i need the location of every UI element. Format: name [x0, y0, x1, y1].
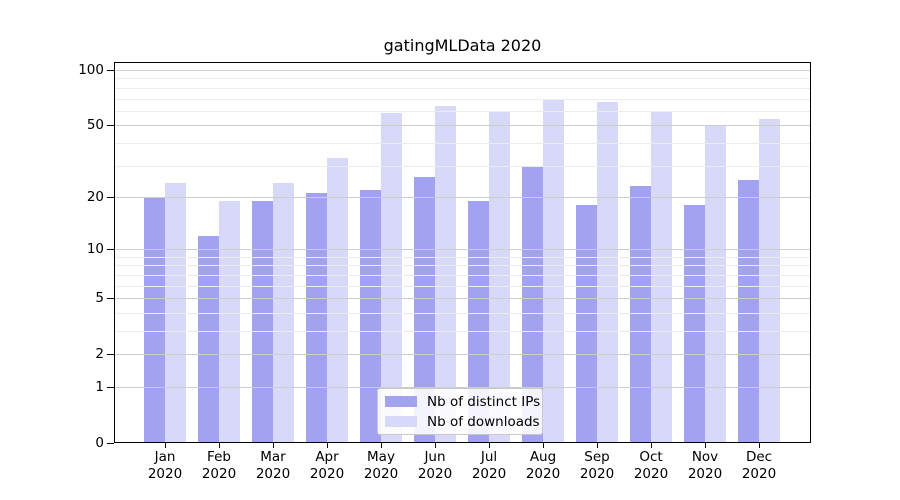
bar-distinct-ips: [414, 176, 435, 443]
y-tick-label: 5: [95, 290, 104, 307]
bar-distinct-ips: [522, 165, 543, 443]
legend-label-downloads: Nb of downloads: [427, 413, 540, 430]
bar-downloads: [705, 125, 726, 443]
bar-downloads: [327, 158, 348, 443]
y-tick-mark: [107, 443, 114, 444]
legend-entry-distinct-ips: Nb of distinct IPs: [385, 394, 542, 410]
bar-distinct-ips: [144, 196, 165, 443]
gridline-major: [114, 249, 811, 251]
x-tick-mark: [705, 443, 706, 448]
gridline-minor: [114, 165, 811, 167]
y-tick-label: 20: [86, 188, 104, 205]
bar-distinct-ips: [306, 193, 327, 443]
gridline-minor: [114, 87, 811, 89]
x-tick-label: May 2020: [363, 449, 399, 482]
x-tick-mark: [543, 443, 544, 448]
y-tick-mark: [107, 387, 114, 388]
bar-downloads: [435, 105, 456, 443]
x-tick-label: Dec 2020: [741, 449, 777, 482]
x-tick-mark: [273, 443, 274, 448]
gridline-minor: [114, 274, 811, 276]
x-tick-mark: [381, 443, 382, 448]
bar-distinct-ips: [738, 179, 759, 443]
y-tick-mark: [107, 354, 114, 356]
x-tick-mark: [597, 443, 598, 448]
x-tick-label: Jan 2020: [147, 449, 183, 482]
gridline-major: [114, 70, 811, 71]
bar-distinct-ips: [360, 189, 381, 443]
gridline-major: [114, 354, 811, 356]
x-tick-mark: [651, 443, 652, 448]
x-tick-mark: [165, 443, 166, 448]
y-tick-label: 50: [86, 117, 104, 134]
gridline-minor: [114, 142, 811, 144]
bar-distinct-ips: [198, 235, 219, 443]
x-tick-label: Apr 2020: [309, 449, 345, 482]
bar-downloads: [543, 99, 564, 443]
x-tick-label: Sep 2020: [579, 449, 615, 482]
legend: Nb of distinct IPs Nb of downloads: [377, 388, 543, 435]
chart-title: gatingMLData 2020: [383, 36, 542, 55]
y-tick-mark: [107, 70, 114, 71]
bar-distinct-ips: [630, 186, 651, 443]
bar-distinct-ips: [576, 205, 597, 443]
bar-downloads: [651, 110, 672, 443]
y-tick-label: 10: [86, 241, 104, 258]
bar-distinct-ips: [252, 200, 273, 443]
x-tick-label: Oct 2020: [633, 449, 669, 482]
y-tick-label: 0: [95, 435, 104, 451]
bar-distinct-ips: [684, 205, 705, 443]
y-tick-mark: [107, 298, 114, 300]
x-tick-mark: [219, 443, 220, 448]
bar-distinct-ips: [468, 200, 489, 443]
gridline-major: [114, 298, 811, 300]
x-tick-label: Aug 2020: [525, 449, 561, 482]
x-tick-label: Nov 2020: [687, 449, 723, 482]
x-tick-label: Jun 2020: [417, 449, 453, 482]
bar-downloads: [219, 200, 240, 443]
gridline-minor: [114, 256, 811, 258]
y-tick-label: 2: [95, 346, 104, 363]
y-tick-mark: [107, 125, 114, 127]
x-tick-mark: [327, 443, 328, 448]
bar-downloads: [489, 110, 510, 443]
gridline-minor: [114, 312, 811, 314]
y-tick-mark: [107, 249, 114, 251]
legend-entry-downloads: Nb of downloads: [385, 414, 542, 430]
gridline-major: [114, 387, 811, 388]
gridline-minor: [114, 265, 811, 267]
x-tick-mark: [435, 443, 436, 448]
x-tick-mark: [759, 443, 760, 448]
gridline-minor: [114, 285, 811, 287]
y-tick-label: 1: [95, 379, 104, 395]
gridline-major: [114, 196, 811, 198]
gridline-minor: [114, 98, 811, 100]
gridline-minor: [114, 110, 811, 112]
x-tick-mark: [489, 443, 490, 448]
gridline-major: [114, 125, 811, 127]
bar-downloads: [759, 119, 780, 443]
gridline-minor: [114, 331, 811, 332]
x-tick-label: Jul 2020: [471, 449, 507, 482]
legend-swatch-downloads: [385, 416, 417, 427]
legend-swatch-distinct-ips: [385, 396, 417, 407]
gridline-minor: [114, 78, 811, 80]
x-tick-label: Mar 2020: [255, 449, 291, 482]
y-tick-label: 100: [78, 62, 104, 78]
y-tick-mark: [107, 196, 114, 198]
bar-downloads: [597, 102, 618, 443]
bar-downloads: [381, 113, 402, 443]
legend-label-distinct-ips: Nb of distinct IPs: [427, 393, 541, 410]
x-tick-label: Feb 2020: [201, 449, 237, 482]
